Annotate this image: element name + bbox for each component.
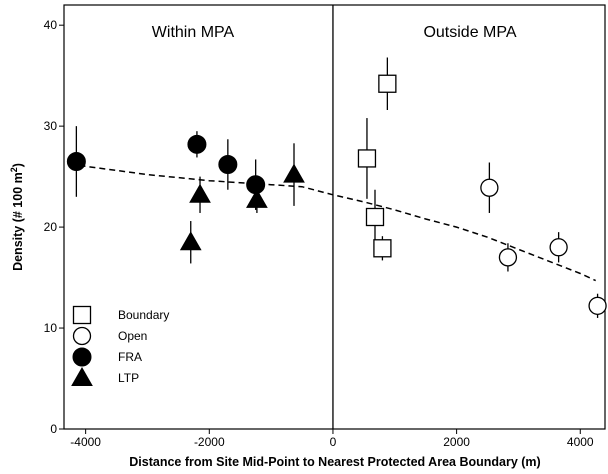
legend-marker-fra bbox=[72, 347, 92, 367]
data-point-ltp bbox=[179, 231, 202, 251]
data-point-fra bbox=[66, 151, 86, 171]
legend-label-fra: FRA bbox=[118, 350, 142, 364]
x-tick-label: 0 bbox=[330, 435, 337, 449]
y-tick-label: 10 bbox=[44, 321, 58, 335]
y-axis-title-close: ) bbox=[11, 163, 25, 167]
plot-frame bbox=[63, 4, 606, 430]
region-label-within: Within MPA bbox=[152, 24, 235, 41]
y-axis-title: Density (# 100 m2) bbox=[9, 163, 25, 271]
data-point-ltp bbox=[189, 183, 211, 203]
legend-label-ltp: LTP bbox=[118, 371, 139, 385]
data-point-fra bbox=[218, 155, 238, 175]
error-bars-layer bbox=[75, 57, 599, 318]
legend-marker-ltp bbox=[71, 366, 93, 386]
data-point-boundary bbox=[365, 207, 385, 227]
data-point-open bbox=[498, 248, 518, 267]
data-point-boundary bbox=[357, 149, 377, 168]
legend: Boundary Open FRA LTP bbox=[71, 305, 169, 386]
x-axis-title: Distance from Site Mid-Point to Nearest … bbox=[129, 455, 540, 469]
y-axis-title-superscript: 2 bbox=[9, 167, 19, 172]
legend-marker-boundary bbox=[72, 305, 92, 325]
data-point-ltp bbox=[283, 163, 305, 183]
x-tick-label: 2000 bbox=[443, 435, 470, 449]
legend-label-boundary: Boundary bbox=[118, 308, 169, 322]
y-tick-label: 30 bbox=[44, 119, 58, 133]
data-point-fra bbox=[187, 134, 207, 154]
x-tick-label: -4000 bbox=[70, 435, 101, 449]
y-tick-label: 0 bbox=[50, 422, 57, 436]
data-point-open bbox=[549, 238, 568, 257]
data-point-boundary bbox=[373, 239, 392, 258]
data-point-ltp bbox=[246, 188, 268, 208]
y-axis-title-main: Density (# 100 m bbox=[11, 172, 25, 271]
data-point-boundary bbox=[378, 74, 397, 93]
data-points-layer bbox=[66, 74, 607, 315]
data-point-open bbox=[588, 296, 607, 315]
y-tick-label: 40 bbox=[44, 18, 58, 32]
region-label-outside: Outside MPA bbox=[423, 24, 516, 41]
trend-line bbox=[79, 164, 597, 282]
legend-marker-open bbox=[72, 326, 92, 346]
data-point-open bbox=[480, 178, 499, 197]
labels-layer: Within MPA Outside MPA Distance from Sit… bbox=[9, 24, 541, 469]
axes: -4000 -2000 0 2000 4000 0 10 20 30 40 bbox=[44, 4, 606, 449]
x-tick-label: -2000 bbox=[194, 435, 225, 449]
legend-label-open: Open bbox=[118, 329, 147, 343]
trend-line-layer bbox=[79, 164, 597, 282]
y-tick-label: 20 bbox=[44, 220, 58, 234]
x-tick-label: 4000 bbox=[567, 435, 594, 449]
